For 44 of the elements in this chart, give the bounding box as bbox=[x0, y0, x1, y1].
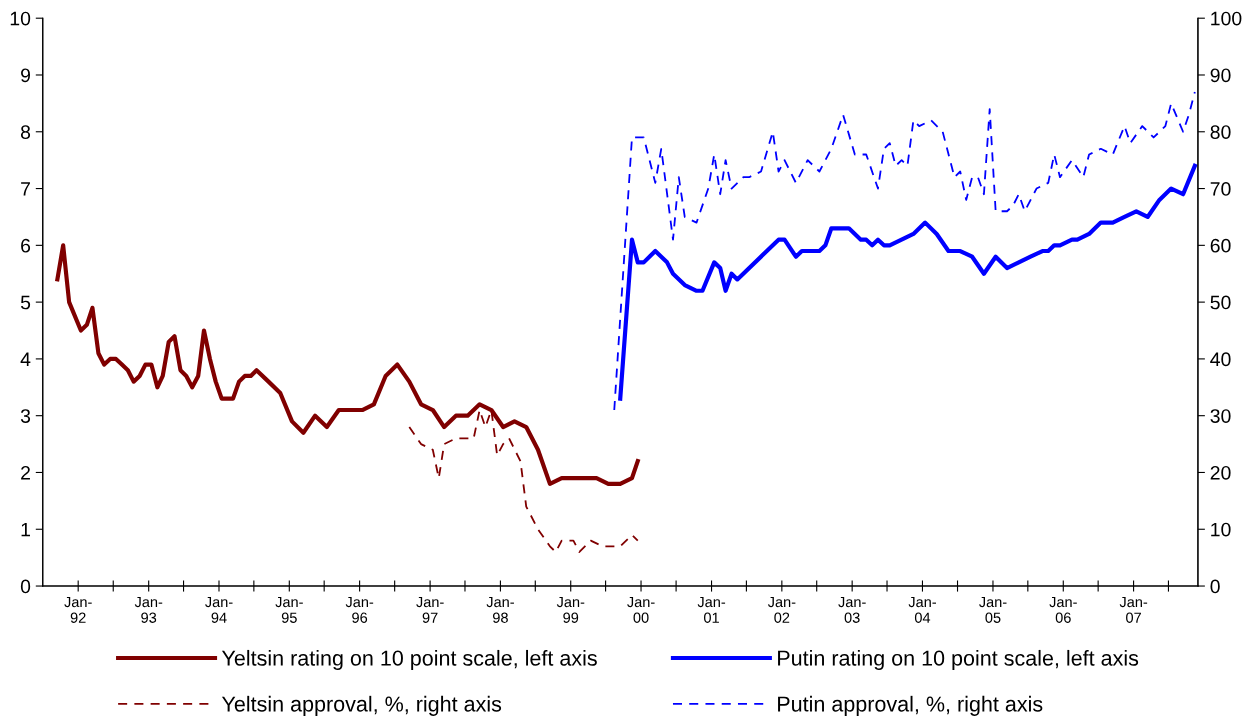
x-tick-label: Jan- 01 bbox=[697, 596, 726, 623]
y-tick-label: 2 bbox=[21, 465, 30, 480]
x-tick-label: Jan- 06 bbox=[1049, 596, 1077, 623]
y-tick-label: 6 bbox=[21, 238, 31, 253]
legend-label: Yeltsin approval, %, right axis bbox=[221, 695, 502, 716]
y2-tick-label: 100 bbox=[1211, 11, 1242, 26]
x-tick-label: Jan- 03 bbox=[838, 596, 866, 623]
legend-label: Putin approval, %, right axis bbox=[778, 695, 1043, 716]
x-tick-label: Jan- 07 bbox=[1119, 596, 1148, 623]
y-tick-label: 8 bbox=[20, 125, 31, 139]
x-tick-label: Jan- 99 bbox=[556, 596, 585, 623]
y2-tick-label: 70 bbox=[1210, 182, 1231, 196]
line-series bbox=[613, 91, 1196, 411]
y-tick-label: 4 bbox=[20, 352, 31, 366]
y2-tick-label: 40 bbox=[1210, 352, 1231, 367]
y-tick-label: 10 bbox=[10, 11, 31, 26]
x-tick-label: Jan- 92 bbox=[64, 596, 92, 623]
y-tick-label: 0 bbox=[20, 579, 31, 594]
y2-tick-label: 20 bbox=[1210, 465, 1231, 480]
y-tick-label: 5 bbox=[20, 295, 31, 310]
x-tick-label: Jan- 97 bbox=[416, 596, 444, 623]
y2-tick-label: 10 bbox=[1211, 522, 1231, 537]
y2-tick-label: 80 bbox=[1210, 125, 1231, 139]
y-tick-label: 7 bbox=[21, 182, 30, 196]
line-series bbox=[618, 163, 1197, 401]
legend-label: Putin rating on 10 point scale, left axis bbox=[778, 649, 1139, 670]
y2-tick-label: 90 bbox=[1210, 68, 1231, 83]
y2-tick-label: 50 bbox=[1210, 295, 1231, 310]
x-tick-label: Jan- 93 bbox=[134, 596, 163, 623]
x-tick-label: Jan- 94 bbox=[205, 596, 233, 623]
y2-tick-label: 30 bbox=[1210, 409, 1231, 423]
x-tick-label: Jan- 98 bbox=[486, 596, 514, 623]
y2-tick-label: 0 bbox=[1210, 579, 1220, 594]
y-tick-label: 1 bbox=[21, 522, 30, 537]
x-tick-label: Jan- 02 bbox=[767, 596, 796, 623]
x-tick-label: Jan- 95 bbox=[275, 596, 303, 623]
y-tick-label: 3 bbox=[20, 409, 31, 423]
x-tick-label: Jan- 04 bbox=[908, 596, 936, 623]
x-tick-label: Jan- 00 bbox=[627, 596, 655, 623]
legend-label: Yeltsin rating on 10 point scale, left axis bbox=[221, 649, 597, 670]
y-tick-label: 9 bbox=[21, 68, 31, 83]
y2-tick-label: 60 bbox=[1210, 238, 1231, 253]
x-tick-label: Jan- 05 bbox=[979, 596, 1007, 623]
x-tick-label: Jan- 96 bbox=[345, 596, 374, 623]
